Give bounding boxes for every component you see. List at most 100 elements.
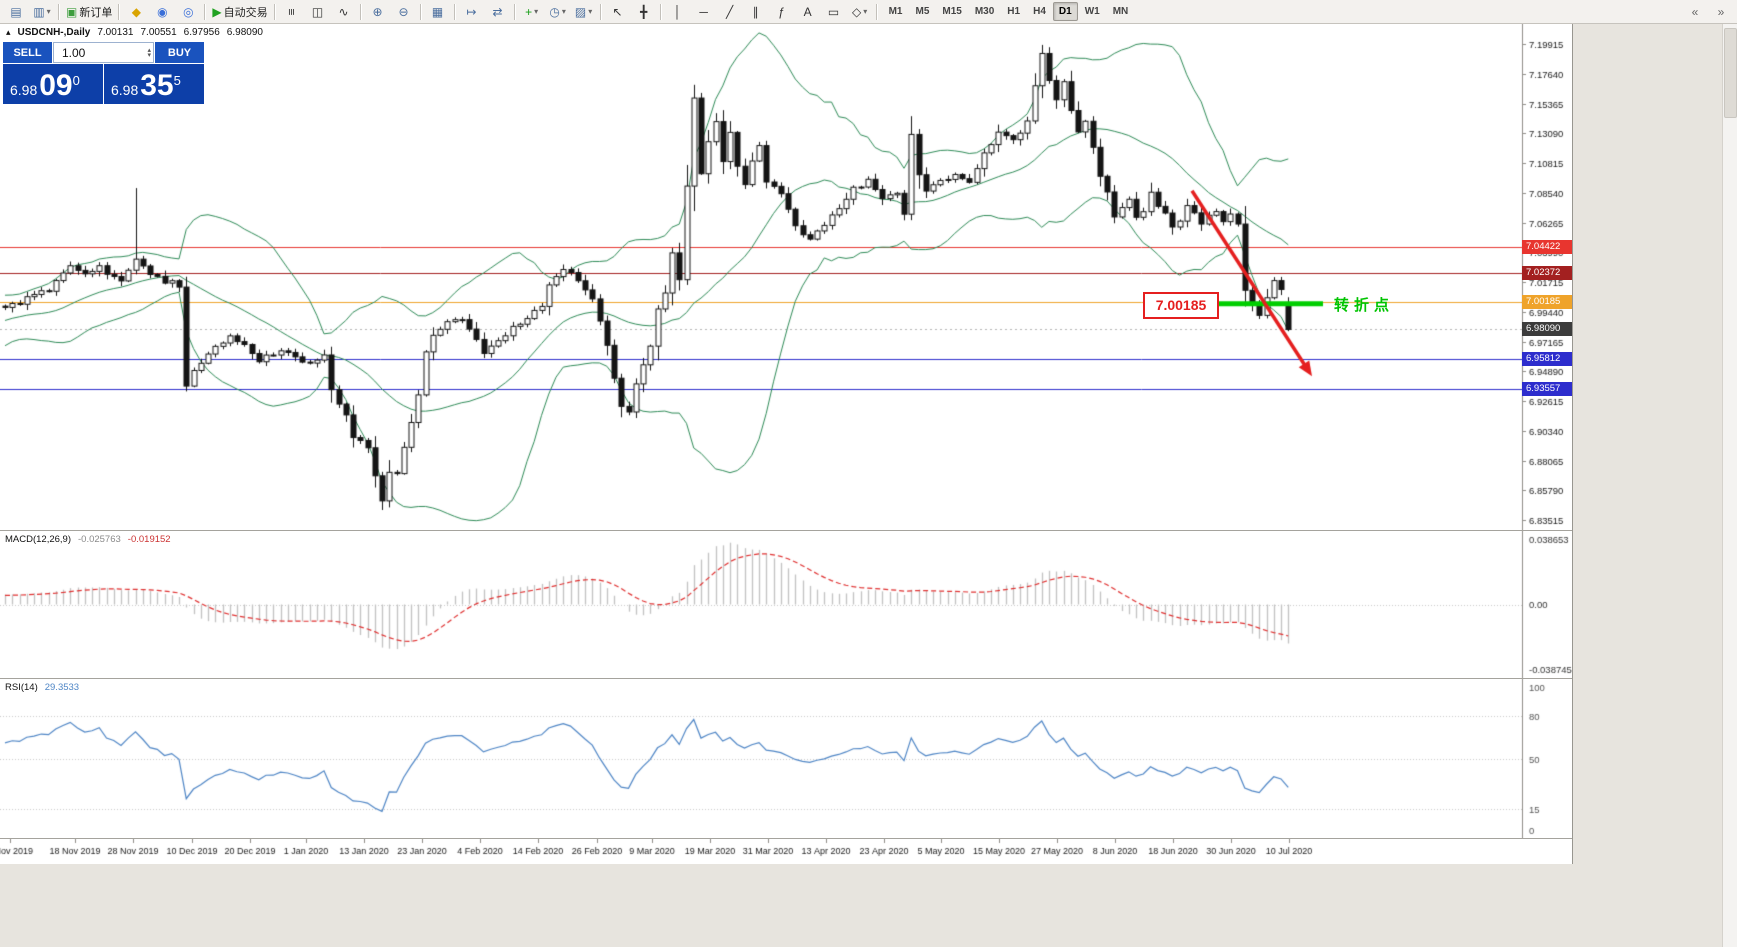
new-chart-button[interactable]: ▤ (3, 2, 29, 22)
buy-button[interactable]: BUY (155, 42, 204, 63)
timeframe-h4-button[interactable]: H4 (1033, 6, 1046, 17)
candlestick-chart-button[interactable]: ◫ (305, 2, 331, 22)
bar-chart-button[interactable]: ≡ (279, 2, 305, 22)
periods-button[interactable]: ◷ ▾ (545, 2, 571, 22)
toolbar-separator (659, 3, 662, 20)
dropdown-arrow-icon: ▾ (534, 7, 539, 16)
shapes-icon: ◇ (851, 4, 862, 19)
buy-price-big: 35 (140, 69, 174, 102)
toolbar-groups: ▤ ▥ ▾ ▣ 新订单 ◆ ◉ ◎ ▶ 自动交易 ≡ ◫ ∿ ⊕ ⊖ ▦ ↦ ⇄ + ▾ ◷ ▾ ▨ ▾ ↖ ╋ │ ─ ╱ ∥ ƒ A ▭ ◇ ▾… (3, 0, 1134, 23)
price-tag-6.95812: 6.95812 (1522, 352, 1572, 367)
autotrading-button[interactable]: ▶ 自动交易 (209, 2, 270, 22)
chart-window: ▴ USDCNH-,Daily 7.00131 7.00551 6.97956 … (0, 24, 1573, 864)
stepper-down-icon[interactable]: ▾ (147, 51, 151, 59)
macd-canvas[interactable] (0, 531, 1572, 678)
timeframe-m5-button[interactable]: M5 (915, 6, 930, 17)
toolbar-separator (359, 3, 362, 20)
auto-scroll-button[interactable]: ↦ (459, 2, 485, 22)
dropdown-arrow-icon: ▾ (46, 7, 51, 16)
date-axis-panel (0, 838, 1572, 864)
toolbar-separator (118, 3, 121, 20)
new-order-button[interactable]: ▣ 新订单 (63, 2, 115, 22)
timeframe-switcher: M1 M5 M15 M30 H1 H4 D1 W1 MN (883, 2, 1135, 21)
price-chart-panel: ▴ USDCNH-,Daily 7.00131 7.00551 6.97956 … (0, 24, 1572, 530)
timeframe-m15-button[interactable]: M15 (942, 6, 962, 17)
autotrading-icon: ▶ (212, 4, 222, 19)
sell-button[interactable]: SELL (3, 42, 52, 63)
ohlc-open: 7.00131 (97, 27, 134, 38)
toolbar-separator (599, 3, 602, 20)
toolbar-separator (273, 3, 276, 20)
profiles-button[interactable]: ▥ ▾ (29, 2, 55, 22)
autotrading-label: 自动交易 (223, 6, 268, 19)
one-click-trading-panel: SELL 1.00 ▴ ▾ BUY 6.98 09 0 6.98 35 5 (3, 42, 204, 104)
shapes-button[interactable]: ◇ ▾ (847, 2, 873, 22)
turn-point-label[interactable]: 转折点 (1334, 296, 1395, 314)
ohlc-high: 7.00551 (140, 27, 177, 38)
vertical-line-icon: │ (673, 4, 682, 19)
zoom-out-button[interactable]: ⊖ (391, 2, 417, 22)
vertical-line-button[interactable]: │ (665, 2, 691, 22)
channel-button[interactable]: ∥ (743, 2, 769, 22)
timeframe-h1-button[interactable]: H1 (1007, 6, 1021, 17)
crosshair-button[interactable]: ╋ (631, 2, 657, 22)
toolbar-separator (453, 3, 456, 20)
horizontal-line-icon: ─ (699, 4, 708, 19)
macd-signal-value: -0.019152 (127, 534, 171, 545)
timeframe-d1-button[interactable]: D1 (1052, 2, 1078, 21)
price-axis-tags: 7.04422 7.02372 7.00185 6.98090 6.95812 6.935… (1522, 24, 1572, 530)
timeframe-m30-button[interactable]: M30 (974, 6, 995, 17)
fibonacci-icon: ƒ (778, 4, 785, 19)
line-chart-button[interactable]: ∿ (331, 2, 357, 22)
candlestick-chart-icon: ◫ (311, 4, 324, 19)
toolbar-scroll-left-icon: « (1691, 4, 1699, 19)
text-button[interactable]: A (795, 2, 821, 22)
chart-symbol-period: USDCNH-,Daily (17, 27, 91, 38)
price-tag-6.93557: 6.93557 (1522, 381, 1572, 396)
timeframe-mn-button[interactable]: MN (1112, 6, 1129, 17)
tile-windows-button[interactable]: ▦ (425, 2, 451, 22)
timeframe-w1-button[interactable]: W1 (1084, 6, 1100, 17)
auto-scroll-icon: ↦ (466, 4, 477, 19)
metaeditor-button[interactable]: ◆ (123, 2, 149, 22)
market-watch-button[interactable]: ◉ (149, 2, 175, 22)
price-tag-7.02372: 7.02372 (1522, 266, 1572, 281)
vertical-scrollbar[interactable] (1722, 24, 1737, 947)
dropdown-arrow-icon: ▾ (863, 7, 868, 16)
fibonacci-button[interactable]: ƒ (769, 2, 795, 22)
zoom-out-icon: ⊖ (398, 4, 409, 19)
chart-title: ▴ USDCNH-,Daily 7.00131 7.00551 6.97956 … (6, 27, 263, 38)
price-annotation-box[interactable]: 7.00185 (1143, 291, 1219, 319)
rsi-header: RSI(14) 29.3533 (5, 682, 79, 693)
mdi-background-right (1573, 24, 1737, 947)
new-order-label: 新订单 (79, 6, 113, 19)
history-center-icon: ◎ (183, 4, 194, 19)
sell-price-display[interactable]: 6.98 09 0 (3, 64, 103, 104)
price-tag-7.04422: 7.04422 (1522, 239, 1572, 254)
scrollbar-thumb[interactable] (1724, 28, 1737, 118)
zoom-in-button[interactable]: ⊕ (365, 2, 391, 22)
templates-button[interactable]: ▨ ▾ (571, 2, 597, 22)
trendline-button[interactable]: ╱ (717, 2, 743, 22)
buy-price-small: 6.98 (111, 82, 139, 98)
volume-input[interactable]: 1.00 ▴ ▾ (53, 42, 154, 63)
toolbar-scroll-right-icon: » (1717, 4, 1725, 19)
dropdown-arrow-icon: ▾ (588, 7, 593, 16)
buy-price-display[interactable]: 6.98 35 5 (104, 64, 204, 104)
stepper-up-icon[interactable]: ▴ (147, 46, 151, 54)
rsi-canvas[interactable] (0, 679, 1572, 838)
toolbar-scroll-right-button[interactable]: » (1708, 2, 1734, 22)
timeframe-m1-button[interactable]: M1 (888, 6, 903, 17)
chart-shift-button[interactable]: ⇄ (485, 2, 511, 22)
price-chart-canvas[interactable] (0, 24, 1572, 530)
text-label-icon: ▭ (827, 4, 840, 19)
cursor-button[interactable]: ↖ (605, 2, 631, 22)
indicators-button[interactable]: + ▾ (519, 2, 545, 22)
history-center-button[interactable]: ◎ (175, 2, 201, 22)
text-label-button[interactable]: ▭ (821, 2, 847, 22)
new-chart-icon: ▤ (10, 4, 22, 19)
volume-stepper: ▴ ▾ (147, 46, 151, 59)
toolbar-scroll-left-button[interactable]: « (1682, 2, 1708, 22)
horizontal-line-button[interactable]: ─ (691, 2, 717, 22)
one-click-collapse-icon[interactable]: ▴ (6, 27, 11, 37)
